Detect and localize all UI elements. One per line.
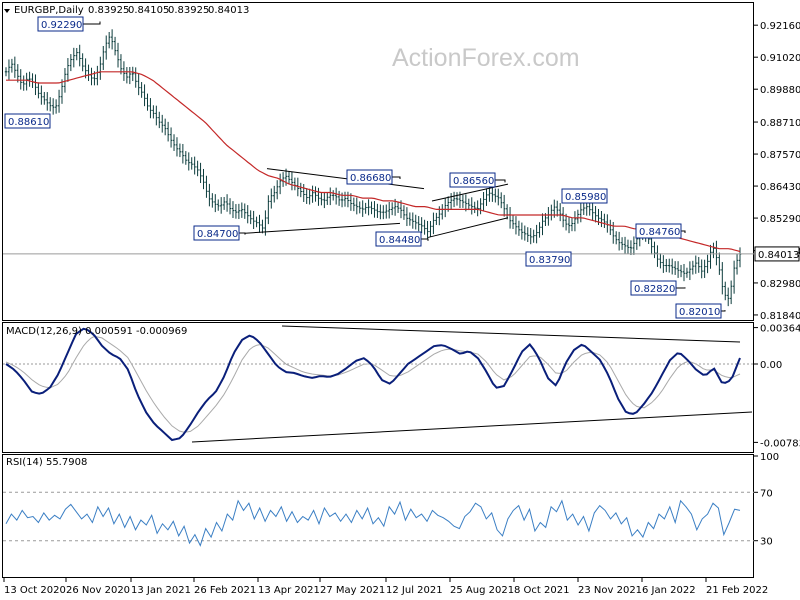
annotation-connector [681,230,686,233]
price-tick-label: 0.87570 [760,150,800,161]
ohlc-open: 0.83925 [88,5,129,16]
annotation-connector [239,232,246,235]
price-panel-header: EURGBP,Daily 0.83925 0.84105 0.83925 0.8… [4,5,249,16]
annotation-label: 0.84480 [379,235,420,246]
annotation-box [525,251,572,267]
annotation-connector [421,238,429,241]
rsi-line [5,499,741,547]
sma-line [6,71,741,253]
ohlc-close: 0.84013 [208,5,249,16]
x-tick-label: 25 Aug 2021 [450,585,514,596]
annotation-connector [83,21,101,25]
annotation-box [346,169,393,185]
price-panel: 0.92160 0.91020 0.89880 0.88710 0.87570 0.864… [3,16,800,322]
trendline [244,222,401,234]
symbol-title: EURGBP,Daily [14,5,84,16]
annotation-label: 0.83790 [529,255,570,266]
annotation-label: 0.82820 [634,284,675,295]
annotation-label: 0.88610 [8,117,49,128]
x-tick-label: 13 Oct 2020 [4,585,66,596]
rsi-tick-label: 30 [760,537,773,548]
rsi-tick-label: 70 [760,488,773,499]
annotation-box [449,172,496,188]
ohlc-low: 0.83925 [168,5,209,16]
annotation-box [630,280,677,296]
annotation-box [4,113,51,129]
macd-title: MACD(12,26,9) 0.000591 -0.000969 [6,326,187,337]
macd-tick-label: 0.00 [760,360,782,371]
macd-signal-line [5,335,741,433]
annotation-connector [392,176,401,180]
annotation-label: 0.82010 [679,307,720,318]
x-tick-label: 27 May 2021 [320,585,385,596]
macd-line [5,327,741,442]
annotation-box [37,16,84,32]
price-tick-label: 0.88710 [760,118,800,129]
macd-lower-trendline [191,411,753,443]
annotation-box [675,303,722,319]
annotation-label: 0.86560 [453,176,494,187]
x-tick-label: 12 Jul 2021 [386,585,443,596]
ohlc-high: 0.84105 [128,5,169,16]
price-tick-label: 0.92160 [760,21,800,32]
annotation-box [635,223,682,239]
watermark: ActionForex.com [392,44,580,72]
x-tick-label: 8 Oct 2021 [514,585,569,596]
macd-tick-label: -0.007839 [760,438,800,449]
price-tick-label: 0.81840 [760,311,800,322]
annotation-connector [721,310,726,312]
macd-tick-label: 0.003641 [760,324,800,335]
rsi-title: RSI(14) 55.7908 [6,457,87,468]
price-tick-label: 0.86430 [760,182,800,193]
x-tick-label: 13 Jan 2021 [131,585,191,596]
x-tick-label: 6 Jan 2022 [642,585,696,596]
price-tick-label: 0.89880 [760,85,800,96]
price-tick-label: 0.85290 [760,214,800,225]
dropdown-arrow-icon[interactable] [4,9,10,13]
trendline [266,168,425,190]
annotation-box [193,225,240,241]
last-price-label: 0.84013 [758,250,799,261]
rsi-tick-label: 100 [760,452,779,463]
x-tick-label: 26 Feb 2021 [194,585,256,596]
x-axis: 13 Oct 2020 26 Nov 2020 13 Jan 2021 26 Feb … [3,578,768,596]
macd-upper-trendline [281,325,741,343]
x-tick-label: 26 Nov 2020 [66,585,130,596]
price-tick-label: 0.82980 [760,279,800,290]
annotation-connector [676,287,686,289]
chart-frame [2,2,754,578]
annotation-label: 0.92290 [41,20,82,31]
x-tick-label: 23 Nov 2021 [578,585,642,596]
annotation-label: 0.85980 [565,192,606,203]
annotation-label: 0.84760 [639,227,680,238]
annotation-label: 0.86680 [350,173,391,184]
price-tick-label: 0.91020 [760,53,800,64]
rsi-panel: 100 70 30 [3,452,779,548]
annotation-box [561,188,608,204]
annotation-label: 0.84700 [197,229,238,240]
annotation-connector [495,179,506,183]
x-tick-label: 13 Apr 2021 [258,585,320,596]
last-price-box [754,246,800,262]
x-tick-label: 21 Feb 2022 [706,585,768,596]
trendline [427,217,509,238]
macd-panel: 0.003641 0.00 -0.007839 [3,324,800,449]
annotation-box [375,231,422,247]
